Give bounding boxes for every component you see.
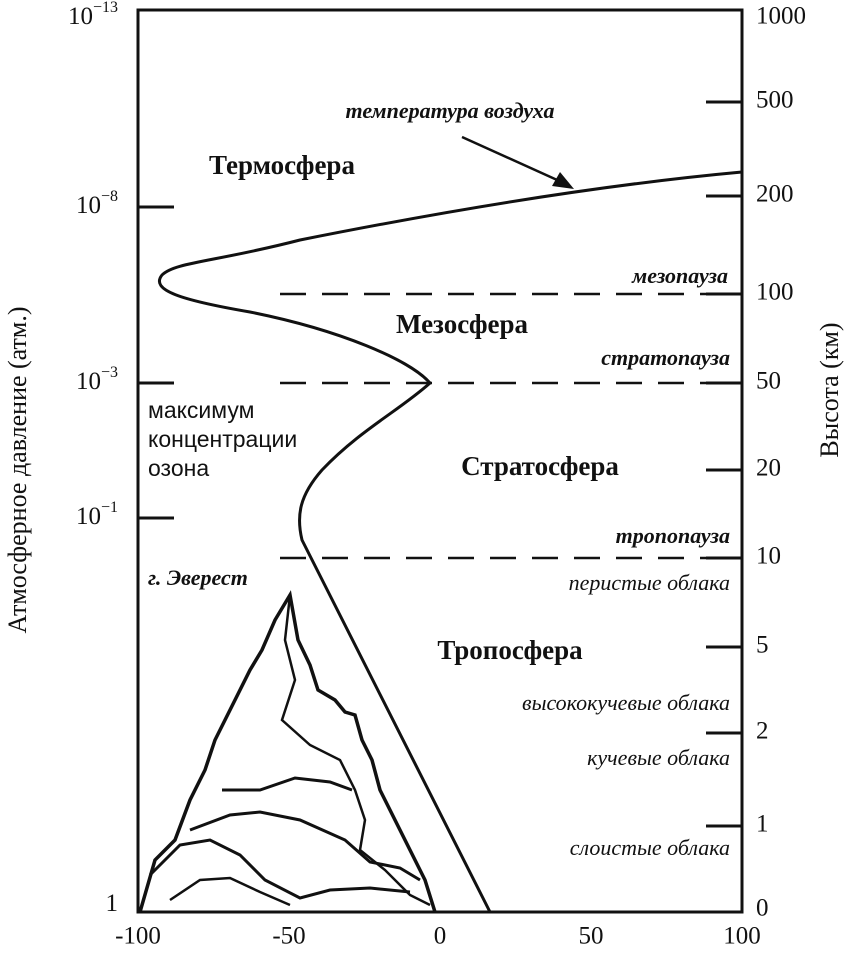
layer-label: Стратосфера xyxy=(461,451,619,481)
boundary-label: тропопауза xyxy=(616,523,730,548)
bottom-tick-label: 100 xyxy=(723,923,761,950)
right-tick-label: 50 xyxy=(756,368,781,395)
mountain-contour xyxy=(169,876,291,907)
cloud-label: слоистые облака xyxy=(570,835,730,860)
tick-base: 10 xyxy=(76,192,101,219)
boundary-label: стратопауза xyxy=(601,345,730,370)
plot-frame xyxy=(136,8,744,914)
mountain-contour xyxy=(189,810,421,882)
annotation: температура воздуха xyxy=(346,98,555,123)
right-tick-label: 5 xyxy=(756,632,769,659)
tick-exponent: −8 xyxy=(101,188,118,205)
tick-exponent: −13 xyxy=(93,0,118,16)
layer-label: Мезосфера xyxy=(396,309,529,339)
cloud-label: кучевые облака xyxy=(587,745,730,770)
right-tick-label: 20 xyxy=(756,455,781,482)
bottom-tick-label: -50 xyxy=(272,923,305,950)
tick-base: 10 xyxy=(76,503,101,530)
right-tick-label: 100 xyxy=(756,279,794,306)
arrow-line xyxy=(461,135,567,186)
tick-exponent: −3 xyxy=(101,364,118,381)
right-tick-label: 1 xyxy=(756,811,769,838)
mountain-contour xyxy=(148,838,411,900)
annotation: максимум xyxy=(148,397,254,423)
mountain-outline xyxy=(138,590,437,913)
axes: 10−1310−810−310−111000500200100502010521… xyxy=(68,0,806,950)
mountain-ridge xyxy=(280,594,431,907)
mountain-contour xyxy=(222,776,353,792)
left-tick-label: 10−13 xyxy=(68,0,118,30)
annotation: г. Эверест xyxy=(148,565,248,590)
boundaries xyxy=(280,292,742,560)
right-tick-label: 10 xyxy=(756,543,781,570)
tick-base: 10 xyxy=(76,368,101,395)
right-tick-label: 1000 xyxy=(756,3,806,30)
right-tick-label: 200 xyxy=(756,181,794,208)
cloud-label: перистые облака xyxy=(569,570,730,595)
left-axis-title: Атмосферное давление (атм.) xyxy=(3,306,32,633)
cloud-label: высококучевые облака xyxy=(522,690,730,715)
arrow-head xyxy=(552,172,574,189)
temperature-curve xyxy=(157,170,743,913)
right-tick-label: 500 xyxy=(756,87,794,114)
mountain xyxy=(138,590,437,913)
right-tick-label: 2 xyxy=(756,718,769,745)
left-tick-label: 10−1 xyxy=(76,499,118,530)
layer-label: Термосфера xyxy=(209,150,355,180)
left-tick-label: 10−3 xyxy=(76,364,118,395)
tick-base: 10 xyxy=(68,3,93,30)
tick-base: 1 xyxy=(106,890,119,917)
left-tick-label: 10−8 xyxy=(76,188,118,219)
bottom-tick-label: -100 xyxy=(115,923,161,950)
annotation: концентрации xyxy=(148,426,297,452)
right-tick-label: 0 xyxy=(756,895,769,922)
bottom-tick-label: 50 xyxy=(579,923,604,950)
left-tick-label: 1 xyxy=(106,890,119,917)
tick-exponent: −1 xyxy=(101,499,118,516)
layer-label: Тропосфера xyxy=(437,635,583,665)
boundary-label: мезопауза xyxy=(631,263,728,288)
right-axis-title: Высота (км) xyxy=(815,322,844,457)
bottom-tick-label: 0 xyxy=(434,923,447,950)
annotation: озона xyxy=(148,455,209,481)
